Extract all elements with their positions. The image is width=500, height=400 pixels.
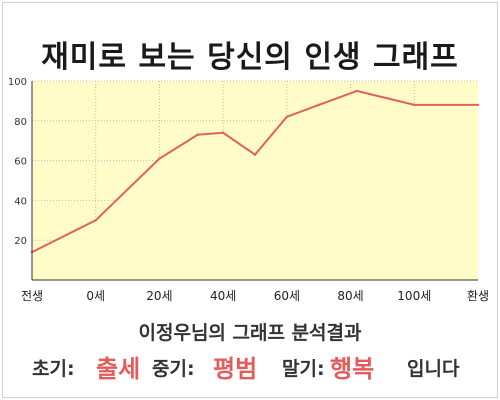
data-point <box>317 103 320 107</box>
area-fill <box>32 90 478 280</box>
mid-phase-value: 평범 <box>213 355 258 383</box>
analysis-title: 이정우님의 그래프 분석결과 <box>138 322 362 344</box>
life-graph-chart: 20 40 60 80 100 전생 0세 20세 40세 60세 80세 100세 환생 <box>8 77 489 303</box>
closing-text: 입니다 <box>407 358 460 380</box>
x-tick-label: 전생 <box>21 289 43 303</box>
early-phase-label: 초기: <box>32 358 75 380</box>
y-tick-label: 60 <box>14 157 27 168</box>
early-phase-value: 출세 <box>96 355 141 383</box>
data-point <box>413 103 416 107</box>
data-point <box>285 115 289 119</box>
late-phase-value: 행복 <box>330 355 375 383</box>
x-tick-label: 40세 <box>210 289 236 303</box>
data-point <box>253 153 257 156</box>
x-tick-label: 0세 <box>86 289 105 303</box>
data-point <box>221 131 225 134</box>
y-tick-label: 80 <box>14 117 27 128</box>
phase-summary: 초기: 출세 중기: 평범 말기: 행복 입니다 <box>0 346 500 386</box>
late-phase-label: 말기: <box>282 358 325 380</box>
y-tick-label: 40 <box>14 196 27 207</box>
data-point <box>196 133 199 136</box>
x-tick-label: 60세 <box>274 289 300 303</box>
y-tick-label: 20 <box>14 236 27 247</box>
data-point <box>158 157 161 160</box>
x-tick-label: 80세 <box>337 289 363 303</box>
data-point <box>94 219 97 222</box>
page-title: 재미로 보는 당신의 인생 그래프 <box>41 40 459 75</box>
x-tick-label: 100세 <box>397 289 431 303</box>
x-tick-label: 환생 <box>467 289 489 303</box>
mid-phase-label: 중기: <box>152 358 195 380</box>
data-point <box>476 103 480 107</box>
data-point <box>355 89 359 93</box>
x-tick-label: 20세 <box>146 289 172 303</box>
y-tick-label: 100 <box>8 77 27 88</box>
